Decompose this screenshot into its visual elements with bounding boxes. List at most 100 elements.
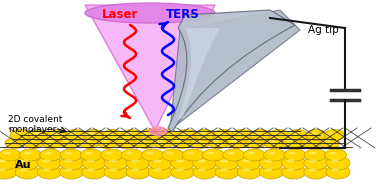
Ellipse shape [288,130,307,141]
Ellipse shape [304,165,328,179]
Ellipse shape [0,160,6,162]
Ellipse shape [251,130,271,141]
Ellipse shape [60,165,84,179]
Ellipse shape [46,140,53,142]
Ellipse shape [158,130,178,141]
Ellipse shape [120,140,127,142]
Ellipse shape [139,130,160,141]
Ellipse shape [88,132,95,135]
Ellipse shape [172,137,192,148]
Ellipse shape [304,156,328,170]
Ellipse shape [232,130,252,141]
Ellipse shape [116,137,136,148]
Ellipse shape [194,140,201,142]
Ellipse shape [144,132,150,135]
Ellipse shape [324,140,330,142]
Ellipse shape [282,165,305,179]
Ellipse shape [81,149,102,161]
Ellipse shape [288,152,296,154]
Ellipse shape [162,149,184,161]
Ellipse shape [109,169,117,171]
Ellipse shape [153,137,173,148]
Ellipse shape [126,165,150,179]
Ellipse shape [60,137,81,148]
Ellipse shape [85,3,215,23]
Ellipse shape [40,149,62,161]
Ellipse shape [287,169,295,171]
Ellipse shape [131,169,139,171]
Ellipse shape [217,132,225,135]
Ellipse shape [107,132,113,135]
Ellipse shape [19,149,41,161]
Ellipse shape [60,149,82,161]
Ellipse shape [121,130,141,141]
Ellipse shape [82,165,106,179]
Text: TERS: TERS [166,8,200,21]
Ellipse shape [215,156,239,170]
Ellipse shape [190,137,210,148]
Ellipse shape [287,140,293,142]
Ellipse shape [209,137,228,148]
Ellipse shape [79,137,99,148]
Ellipse shape [212,140,220,142]
Ellipse shape [47,130,67,141]
Ellipse shape [83,140,90,142]
Ellipse shape [20,169,28,171]
Ellipse shape [198,169,206,171]
Ellipse shape [236,132,243,135]
Ellipse shape [84,130,104,141]
Ellipse shape [3,152,11,154]
Ellipse shape [329,152,337,154]
Ellipse shape [308,160,317,162]
Ellipse shape [207,152,215,154]
Ellipse shape [324,130,344,141]
Ellipse shape [87,160,95,162]
Ellipse shape [5,137,25,148]
Ellipse shape [231,140,238,142]
Ellipse shape [181,132,187,135]
Ellipse shape [162,132,169,135]
Ellipse shape [264,169,273,171]
Ellipse shape [153,169,162,171]
Ellipse shape [227,137,247,148]
Ellipse shape [9,140,16,142]
Ellipse shape [104,156,128,170]
Ellipse shape [82,156,106,170]
Ellipse shape [268,140,275,142]
Ellipse shape [193,165,217,179]
Ellipse shape [325,149,347,161]
Ellipse shape [20,160,28,162]
Ellipse shape [182,149,204,161]
Text: Au: Au [15,160,31,170]
Ellipse shape [331,169,339,171]
Ellipse shape [237,156,261,170]
Ellipse shape [187,152,194,154]
Ellipse shape [326,156,350,170]
Ellipse shape [157,140,164,142]
Ellipse shape [254,132,262,135]
Ellipse shape [98,137,118,148]
Ellipse shape [259,165,284,179]
Ellipse shape [328,132,336,135]
Ellipse shape [15,165,39,179]
Ellipse shape [326,165,350,179]
Ellipse shape [203,149,225,161]
Ellipse shape [220,160,228,162]
Ellipse shape [126,156,150,170]
Ellipse shape [85,152,93,154]
Ellipse shape [101,149,123,161]
Ellipse shape [0,169,6,171]
Ellipse shape [131,160,139,162]
Ellipse shape [42,137,62,148]
Ellipse shape [259,156,284,170]
Ellipse shape [215,165,239,179]
Ellipse shape [249,140,257,142]
Ellipse shape [102,140,108,142]
Ellipse shape [121,149,143,161]
Ellipse shape [33,132,39,135]
Ellipse shape [305,140,312,142]
Ellipse shape [193,156,217,170]
Ellipse shape [87,169,95,171]
Ellipse shape [175,160,184,162]
Ellipse shape [301,137,321,148]
